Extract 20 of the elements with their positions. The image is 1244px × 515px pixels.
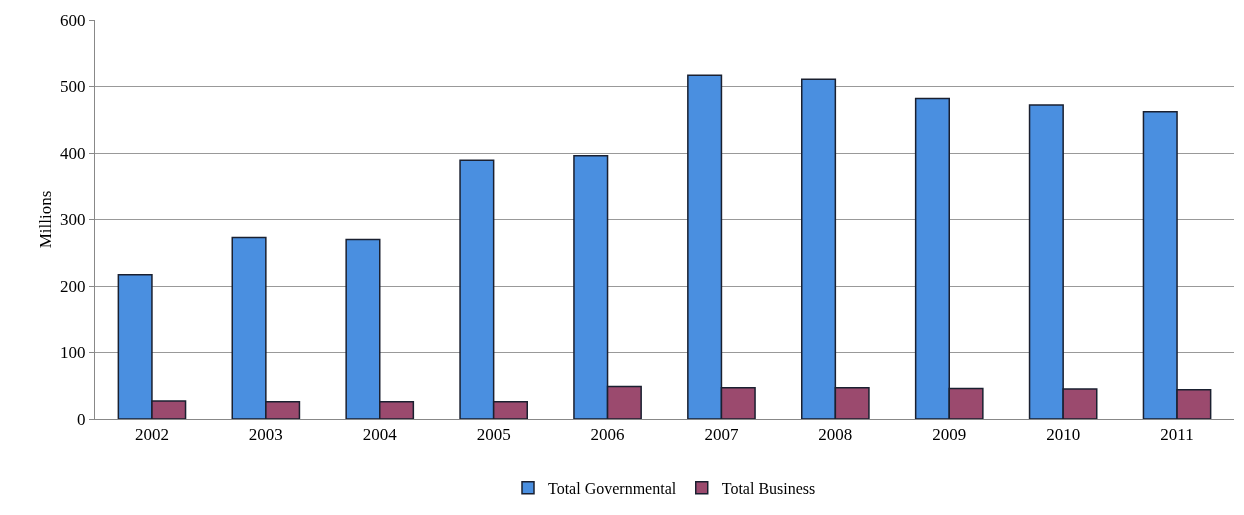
x-tick-label: 2006 bbox=[590, 425, 625, 445]
y-tick-label: 600 bbox=[60, 10, 86, 30]
y-tick-label: 500 bbox=[60, 77, 86, 97]
x-tick-label: 2010 bbox=[1046, 425, 1081, 445]
x-tick-label: 2005 bbox=[476, 425, 511, 445]
x-tick-label: 2003 bbox=[248, 425, 283, 445]
y-tick-label: 200 bbox=[60, 276, 86, 296]
legend-label: Total Governmental bbox=[548, 480, 677, 498]
y-axis-title: Millions bbox=[36, 190, 55, 249]
x-tick-label: 2004 bbox=[362, 425, 398, 445]
y-tick-label: 400 bbox=[60, 143, 86, 163]
x-tick-label: 2011 bbox=[1160, 425, 1194, 445]
x-tick-label: 2002 bbox=[134, 425, 169, 445]
y-tick-label: 100 bbox=[60, 343, 86, 363]
x-tick-label: 2007 bbox=[704, 425, 739, 445]
y-tick-label: 0 bbox=[77, 409, 86, 429]
legend-label: Total Business bbox=[721, 480, 816, 498]
x-tick-label: 2009 bbox=[932, 425, 967, 445]
x-tick-label: 2008 bbox=[818, 425, 853, 445]
y-tick-label: 300 bbox=[60, 210, 86, 230]
